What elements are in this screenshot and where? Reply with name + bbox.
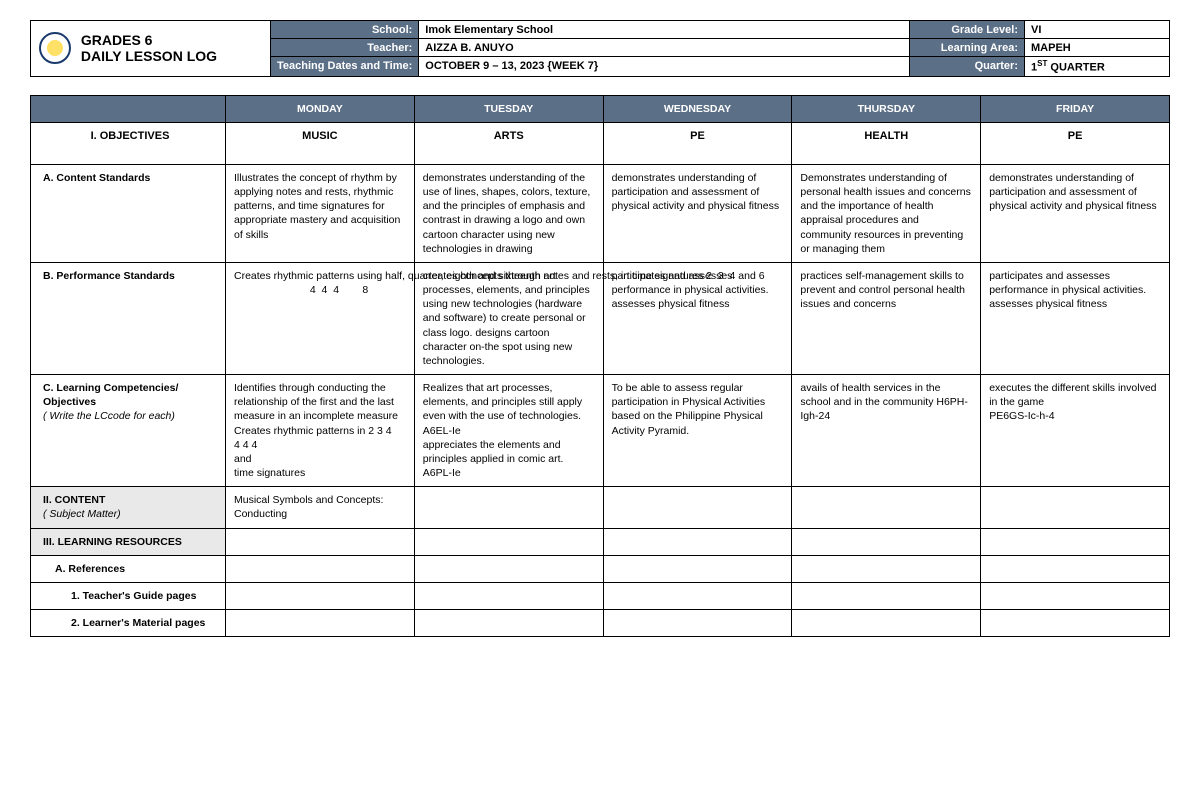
rowB-label: B. Performance Standards — [31, 262, 226, 374]
teacher-value: AIZZA B. ANUYO — [419, 39, 910, 57]
performance-standards-row: B. Performance Standards Creates rhythmi… — [31, 262, 1170, 374]
subject-thu: HEALTH — [792, 122, 981, 164]
rowB-mon: Creates rhythmic patterns using half, qu… — [226, 262, 415, 374]
rowII-wed — [603, 487, 792, 528]
objectives-row: I. OBJECTIVES MUSIC ARTS PE HEALTH PE — [31, 122, 1170, 164]
blank-header — [31, 95, 226, 122]
rowB-fri: participates and assesses performance in… — [981, 262, 1170, 374]
dates-label: Teaching Dates and Time: — [271, 57, 419, 77]
area-value: MAPEH — [1025, 39, 1170, 57]
quarter-label: Quarter: — [910, 57, 1025, 77]
rowA-thu: Demonstrates understanding of personal h… — [792, 164, 981, 262]
content-row: II. CONTENT ( Subject Matter) Musical Sy… — [31, 487, 1170, 528]
teacher-label: Teacher: — [271, 39, 419, 57]
learners-material-row: 2. Learner's Material pages — [31, 610, 1170, 637]
subject-tue: ARTS — [414, 122, 603, 164]
day-monday: MONDAY — [226, 95, 415, 122]
objectives-label: I. OBJECTIVES — [31, 122, 226, 164]
rowIIIA-label: A. References — [31, 555, 226, 582]
title-line2: DAILY LESSON LOG — [81, 48, 217, 64]
rowC-mon: Identifies through conducting the relati… — [226, 375, 415, 487]
rowC-wed: To be able to assess regular participati… — [603, 375, 792, 487]
subject-wed: PE — [603, 122, 792, 164]
rowIII2-label: 2. Learner's Material pages — [31, 610, 226, 637]
lesson-log-table: MONDAY TUESDAY WEDNESDAY THURSDAY FRIDAY… — [30, 95, 1170, 638]
school-value: Imok Elementary School — [419, 21, 910, 39]
learning-competencies-row: C. Learning Competencies/ Objectives ( W… — [31, 375, 1170, 487]
rowC-tue: Realizes that art processes, elements, a… — [414, 375, 603, 487]
area-label: Learning Area: — [910, 39, 1025, 57]
quarter-value: 1ST QUARTER — [1025, 57, 1170, 77]
references-row: A. References — [31, 555, 1170, 582]
days-row: MONDAY TUESDAY WEDNESDAY THURSDAY FRIDAY — [31, 95, 1170, 122]
learning-resources-row: III. LEARNING RESOURCES — [31, 528, 1170, 555]
rowB-thu: practices self-management skills to prev… — [792, 262, 981, 374]
rowA-wed: demonstrates understanding of participat… — [603, 164, 792, 262]
lesson-log-header: GRADES 6 DAILY LESSON LOG School: Imok E… — [30, 20, 1170, 77]
grade-label: Grade Level: — [910, 21, 1025, 39]
rowII-thu — [792, 487, 981, 528]
day-friday: FRIDAY — [981, 95, 1170, 122]
content-standards-row: A. Content Standards Illustrates the con… — [31, 164, 1170, 262]
day-wednesday: WEDNESDAY — [603, 95, 792, 122]
rowC-fri: executes the different skills involved i… — [981, 375, 1170, 487]
rowIII-label: III. LEARNING RESOURCES — [31, 528, 226, 555]
rowA-label: A. Content Standards — [31, 164, 226, 262]
dates-value: OCTOBER 9 – 13, 2023 {WEEK 7} — [419, 57, 910, 77]
rowII-mon: Musical Symbols and Concepts: Conducting — [226, 487, 415, 528]
subject-mon: MUSIC — [226, 122, 415, 164]
rowA-fri: demonstrates understanding of participat… — [981, 164, 1170, 262]
rowII-fri — [981, 487, 1170, 528]
title-line1: GRADES 6 — [81, 32, 153, 48]
deped-logo — [39, 32, 71, 64]
rowIII1-label: 1. Teacher's Guide pages — [31, 582, 226, 609]
subject-fri: PE — [981, 122, 1170, 164]
rowC-label: C. Learning Competencies/ Objectives ( W… — [31, 375, 226, 487]
rowII-tue — [414, 487, 603, 528]
teachers-guide-row: 1. Teacher's Guide pages — [31, 582, 1170, 609]
title-cell: GRADES 6 DAILY LESSON LOG — [31, 21, 271, 77]
day-thursday: THURSDAY — [792, 95, 981, 122]
school-label: School: — [271, 21, 419, 39]
rowII-label: II. CONTENT ( Subject Matter) — [31, 487, 226, 528]
rowA-tue: demonstrates understanding of the use of… — [414, 164, 603, 262]
day-tuesday: TUESDAY — [414, 95, 603, 122]
grade-value: VI — [1025, 21, 1170, 39]
rowA-mon: Illustrates the concept of rhythm by app… — [226, 164, 415, 262]
rowC-thu: avails of health services in the school … — [792, 375, 981, 487]
